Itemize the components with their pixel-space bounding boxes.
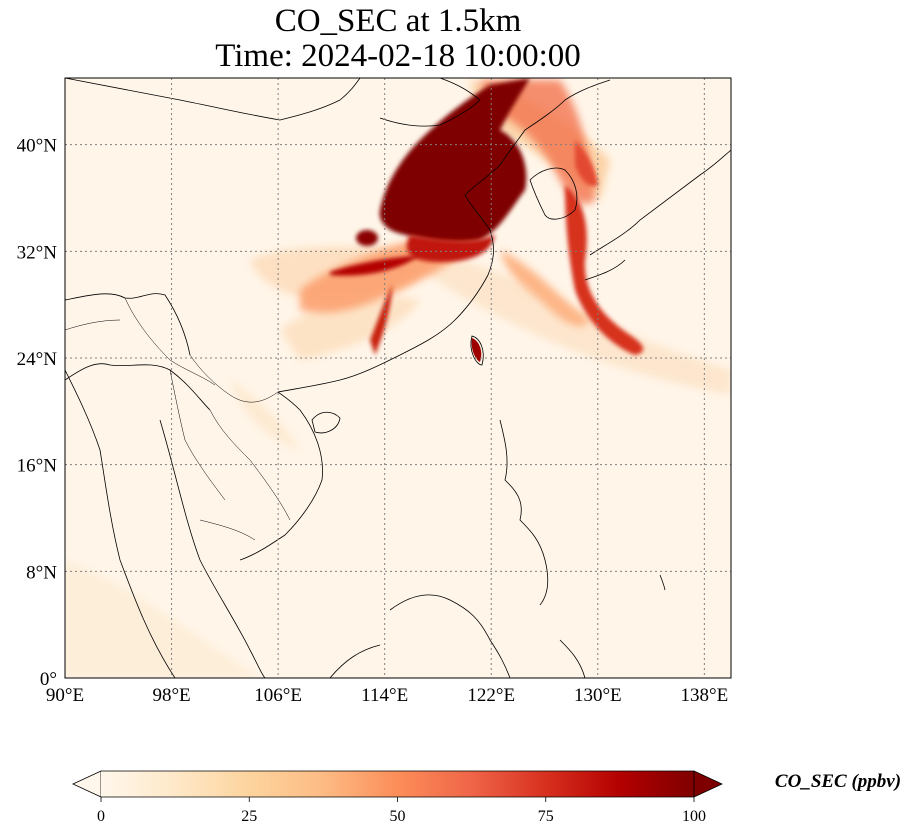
lat-tick-label: 32°N <box>17 242 58 263</box>
figure-title: CO_SEC at 1.5km Time: 2024-02-18 10:00:0… <box>65 4 731 74</box>
lon-tick-label: 122°E <box>467 685 515 706</box>
title-line-time: Time: 2024-02-18 10:00:00 <box>215 38 581 74</box>
lon-tick-label: 90°E <box>46 685 84 706</box>
colorbar-gradient <box>101 771 694 797</box>
lon-tick-label: 138°E <box>681 685 729 706</box>
colorbar-tick-label: 0 <box>97 808 105 825</box>
map-frame <box>64 77 732 679</box>
lat-tick-label: 16°N <box>17 456 58 477</box>
colorbar-tick-label: 25 <box>241 808 257 825</box>
lat-tick-label: 40°N <box>17 136 58 157</box>
lon-tick-label: 114°E <box>361 685 408 706</box>
colorbar: 0 25 50 75 100 CO_SEC (ppbv) <box>72 770 901 825</box>
co-concentration-field <box>65 78 731 678</box>
longitude-tick-labels: 90°E 98°E 106°E 114°E 122°E 130°E 138°E <box>46 685 728 706</box>
lat-tick-label: 0° <box>40 669 57 690</box>
colorbar-ticks: 0 25 50 75 100 <box>97 797 706 825</box>
title-line-variable: CO_SEC at 1.5km <box>274 3 522 39</box>
coastlines <box>65 78 731 678</box>
lat-tick-label: 24°N <box>17 349 58 370</box>
map-panel <box>64 77 732 679</box>
colorbar-tick-label: 100 <box>682 808 706 825</box>
colorbar-extend-min <box>72 770 102 798</box>
lon-tick-label: 106°E <box>254 685 302 706</box>
latitude-tick-labels: 0° 8°N 16°N 24°N 32°N 40°N <box>17 136 58 690</box>
colorbar-tick-label: 50 <box>390 808 406 825</box>
country-borders <box>65 297 291 541</box>
colorbar-extend-max <box>693 770 723 798</box>
colorbar-tick-label: 75 <box>538 808 554 825</box>
lon-tick-label: 130°E <box>574 685 622 706</box>
colorbar-title: CO_SEC (ppbv) <box>775 771 901 792</box>
lat-tick-label: 8°N <box>26 562 57 583</box>
gridlines <box>65 78 731 678</box>
lon-tick-label: 98°E <box>152 685 190 706</box>
